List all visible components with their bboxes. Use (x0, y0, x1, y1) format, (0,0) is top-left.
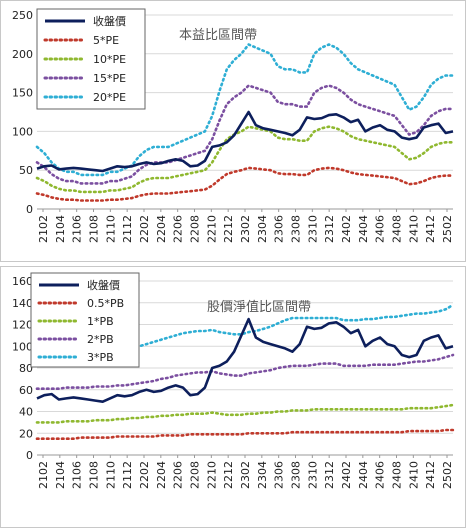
series-line-0 (36, 317, 454, 403)
y-tick-label: 200 (12, 48, 33, 61)
x-tick-label: 2112 (121, 461, 134, 489)
x-tick-label: 2302 (239, 461, 252, 489)
x-tick-label: 2206 (172, 215, 185, 243)
x-tick-label: 2502 (441, 215, 454, 243)
x-tick-label: 2310 (306, 461, 319, 489)
x-tick-label: 2102 (37, 215, 50, 243)
series-line-3 (35, 84, 455, 185)
x-tick-label: 2106 (71, 461, 84, 489)
y-tick-label: 160 (12, 275, 33, 288)
x-tick-label: 2408 (391, 461, 404, 489)
x-tick-label: 2104 (54, 215, 67, 243)
x-tick-label: 2412 (424, 215, 437, 243)
y-tick-label: 150 (12, 87, 33, 100)
legend-label: 10*PE (93, 53, 126, 66)
x-tick-label: 2110 (104, 461, 117, 489)
legend-label: 1*PB (87, 315, 114, 328)
x-tick-label: 2302 (239, 215, 252, 243)
x-tick-label: 2412 (424, 461, 437, 489)
legend-box (30, 272, 140, 368)
x-tick-label: 2204 (155, 215, 168, 243)
x-tick-label: 2202 (138, 215, 151, 243)
series-line-1 (35, 166, 455, 202)
x-tick-label: 2402 (340, 461, 353, 489)
y-tick-label: 80 (19, 362, 33, 375)
pe-band-chart: 0 50 100 150 200 250 2102 2104 2106 2108 2110 2112 2… (12, 8, 455, 243)
x-tick-label: 2210 (205, 461, 218, 489)
y-tick-label: 100 (12, 340, 33, 353)
x-tick-label: 2408 (391, 215, 404, 243)
legend-label: 5*PE (93, 34, 119, 47)
y-tick-label: 0 (26, 449, 33, 462)
x-tick-label: 2108 (88, 461, 101, 489)
y-tick-label: 120 (12, 319, 33, 332)
y-tick-label: 20 (19, 427, 33, 440)
series-line-1 (35, 428, 455, 440)
y-tick-label: 140 (12, 297, 33, 310)
x-tick-label: 2106 (71, 215, 84, 243)
x-tick-label: 2206 (172, 461, 185, 489)
x-tick-label: 2308 (290, 215, 303, 243)
chart-title: 股價淨值比區間帶 (207, 299, 311, 315)
x-tick-label: 2208 (189, 215, 202, 243)
y-tick-label: 60 (19, 384, 33, 397)
y-tick-label: 250 (12, 9, 33, 22)
x-tick-label: 2312 (323, 215, 336, 243)
x-tick-label: 2402 (340, 215, 353, 243)
x-tick-label: 2312 (323, 461, 336, 489)
x-tick-label: 2306 (273, 215, 286, 243)
x-tick-label: 2104 (54, 461, 67, 489)
legend-label: 2*PB (87, 333, 114, 346)
x-tick-label: 2110 (104, 215, 117, 243)
x-tick-label: 2204 (155, 461, 168, 489)
x-tick-label: 2406 (374, 461, 387, 489)
x-tick-label: 2112 (121, 215, 134, 243)
x-tick-label: 2410 (407, 215, 420, 243)
series-line-4 (35, 42, 455, 177)
x-tick-label: 2208 (189, 461, 202, 489)
y-tick-label: 0 (26, 203, 33, 216)
pb-band-chart-panel: 0 20 40 60 80 100 120 140 160 2102 2104 2106 2108 211… (0, 266, 466, 528)
series-line-3 (35, 353, 455, 390)
series-line-0 (36, 110, 454, 173)
x-tick-label: 2108 (88, 215, 101, 243)
x-tick-label: 2202 (138, 461, 151, 489)
legend-label: 收盤價 (87, 278, 120, 292)
y-tick-label: 100 (12, 125, 33, 138)
x-tick-label: 2406 (374, 215, 387, 243)
x-tick-label: 2310 (306, 215, 319, 243)
chart-title: 本益比區間帶 (179, 28, 257, 43)
legend-box (36, 8, 146, 110)
y-tick-label: 40 (19, 406, 33, 419)
legend-label: 15*PE (93, 72, 126, 85)
series-line-2 (35, 403, 455, 424)
series-line-2 (35, 125, 455, 194)
x-tick-label: 2212 (222, 461, 235, 489)
pe-band-chart-panel: 0 50 100 150 200 250 2102 2104 2106 2108 2110 2112 2… (0, 0, 466, 262)
legend-label: 3*PB (87, 351, 114, 364)
x-tick-label: 2404 (357, 461, 370, 489)
x-tick-label: 2102 (37, 461, 50, 489)
x-tick-label: 2404 (357, 215, 370, 243)
y-tick-label: 50 (19, 164, 33, 177)
x-tick-label: 2304 (256, 461, 269, 489)
legend-label: 20*PE (93, 91, 126, 104)
x-tick-label: 2212 (222, 215, 235, 243)
x-tick-label: 2306 (273, 461, 286, 489)
x-tick-label: 2304 (256, 215, 269, 243)
x-tick-label: 2410 (407, 461, 420, 489)
legend-label: 收盤價 (93, 14, 126, 28)
x-tick-label: 2502 (441, 461, 454, 489)
x-tick-label: 2210 (205, 215, 218, 243)
x-tick-label: 2308 (290, 461, 303, 489)
legend-label: 0.5*PB (87, 297, 124, 310)
